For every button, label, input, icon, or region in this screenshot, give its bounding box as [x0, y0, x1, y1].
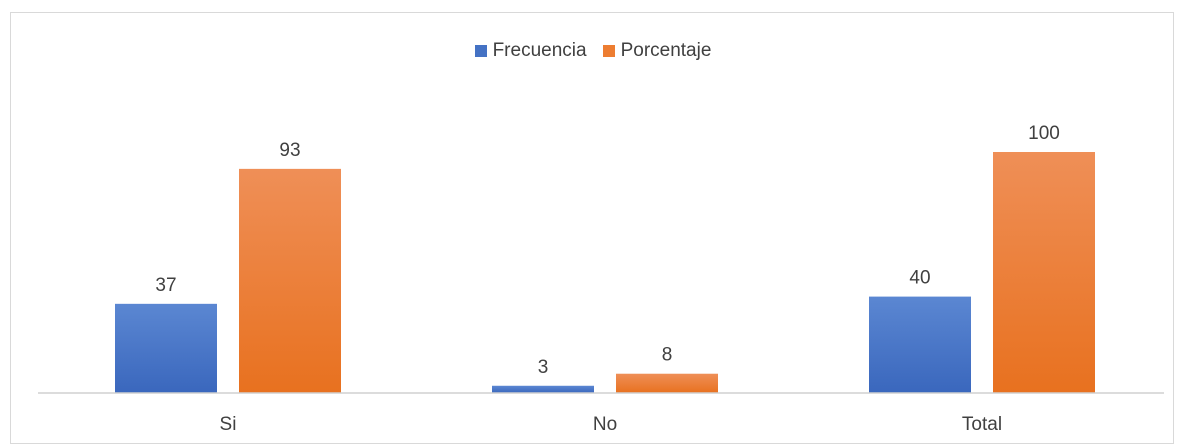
- x-tick-label-no: No: [593, 414, 617, 435]
- bar-frecuencia-si: [115, 303, 217, 393]
- legend-swatch-frecuencia: [474, 45, 487, 57]
- bar-porcentaje-total: [993, 152, 1095, 393]
- legend-label-frecuencia: Frecuencia: [492, 40, 587, 61]
- data-label-porcentaje-si: 93: [279, 140, 300, 161]
- x-tick-label-total: Total: [962, 414, 1002, 435]
- data-label-frecuencia-si: 37: [155, 275, 176, 296]
- legend-label-porcentaje: Porcentaje: [620, 40, 712, 61]
- data-label-frecuencia-total: 40: [909, 268, 930, 289]
- x-tick-label-si: Si: [220, 414, 237, 435]
- legend-item-porcentaje: Porcentaje: [602, 40, 712, 62]
- bar-frecuencia-total: [869, 296, 971, 393]
- legend-item-frecuencia: Frecuencia: [474, 40, 587, 62]
- bar-frecuencia-no: [492, 385, 594, 393]
- legend-swatch-porcentaje: [602, 45, 615, 57]
- data-label-frecuencia-no: 3: [538, 357, 549, 378]
- data-label-porcentaje-no: 8: [662, 345, 673, 366]
- bar-porcentaje-no: [616, 373, 718, 393]
- chart-legend: Frecuencia Porcentaje: [0, 40, 1186, 62]
- data-label-porcentaje-total: 100: [1028, 123, 1060, 144]
- bar-porcentaje-si: [239, 168, 341, 393]
